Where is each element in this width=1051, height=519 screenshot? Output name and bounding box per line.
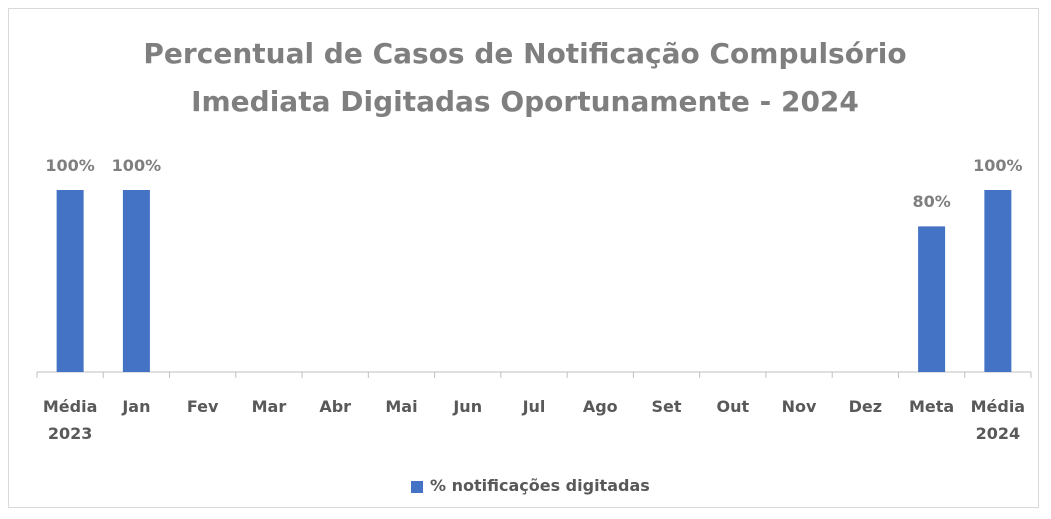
legend-label: % notificações digitadas (430, 476, 650, 495)
bar (984, 190, 1012, 372)
legend-swatch (411, 481, 423, 493)
bar (918, 226, 946, 372)
data-label: 100% (45, 156, 95, 175)
bar (122, 190, 150, 372)
x-tick-label: Fev (186, 397, 219, 416)
x-tick-label: Meta (908, 397, 955, 416)
x-tick-label: Ago (582, 397, 618, 416)
bar (56, 190, 84, 372)
x-tick-label: Média 2024 (970, 397, 1026, 443)
x-tick-label: Mar (251, 397, 287, 416)
x-tick-label: Jan (122, 397, 151, 416)
x-tick-label: Abr (319, 397, 352, 416)
x-tick-label: Média 2023 (42, 397, 98, 443)
x-tick-label: Nov (781, 397, 817, 416)
chart-frame (8, 8, 1039, 508)
data-label: 100% (111, 156, 162, 175)
x-tick-label: Dez (848, 397, 883, 416)
data-label: 80% (912, 192, 951, 212)
x-tick-label: Out (716, 397, 750, 416)
x-tick-label: Set (651, 397, 682, 416)
x-tick-label: Jun (453, 397, 483, 416)
x-tick-label: Jul (522, 397, 546, 416)
chart-title: Percentual de Casos de Notificação Compu… (143, 37, 907, 118)
data-label: 100% (973, 156, 1023, 175)
x-tick-label: Mai (385, 397, 418, 416)
